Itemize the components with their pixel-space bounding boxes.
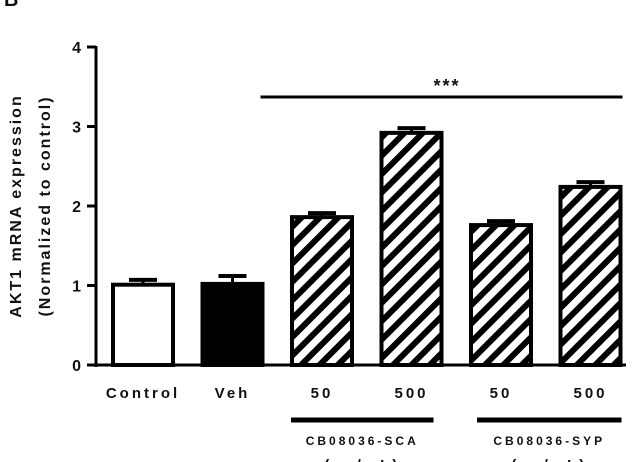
y-tick-label: 4 xyxy=(72,40,81,57)
x-tick-label: 50 xyxy=(311,385,334,402)
y-axis-label: AKT1 mRNA expression xyxy=(8,94,25,317)
x-tick-label: 500 xyxy=(573,385,607,402)
group-unit-label: (μg/mL) xyxy=(511,457,587,462)
bar xyxy=(469,223,533,367)
y-axis-label-sub: (Normalized to control) xyxy=(37,95,54,316)
bars: *** xyxy=(111,76,623,367)
bar xyxy=(111,282,175,367)
y-tick-label: 1 xyxy=(72,279,81,296)
bar xyxy=(200,281,265,367)
bar xyxy=(558,184,623,367)
y-axis: 0 1 2 3 4 xyxy=(72,40,626,375)
y-tick-label: 3 xyxy=(72,120,81,137)
group-unit-label: (μg/mL) xyxy=(324,457,400,462)
y-tick-label: 0 xyxy=(72,358,81,375)
panel-label: B xyxy=(4,0,18,11)
y-tick-label: 2 xyxy=(72,199,81,216)
x-tick-label: Veh xyxy=(215,385,251,402)
bar xyxy=(379,130,444,367)
group-label: CB08036-SCA xyxy=(306,434,419,448)
x-tick-labels: Control Veh 50 500 50 500 CB08036-SCA (μg/mL) CB… xyxy=(106,385,622,462)
x-tick-label: 50 xyxy=(490,385,513,402)
bar xyxy=(290,215,354,367)
x-tick-label: Control xyxy=(106,385,180,402)
x-tick-label: 500 xyxy=(394,385,428,402)
group-label: CB08036-SYP xyxy=(493,434,605,448)
significance-label: *** xyxy=(433,76,460,96)
